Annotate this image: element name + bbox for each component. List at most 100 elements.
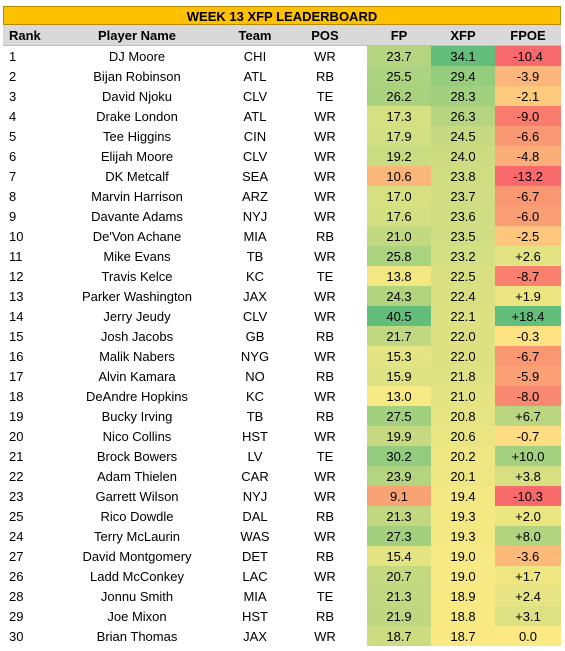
team-cell[interactable]: DET bbox=[242, 548, 268, 564]
player-name-cell[interactable]: Jonnu Smith bbox=[100, 588, 174, 604]
rank-cell[interactable]: 26 bbox=[9, 568, 24, 584]
position-cell[interactable]: WR bbox=[314, 488, 336, 504]
rank-cell[interactable]: 17 bbox=[9, 368, 24, 384]
position-cell[interactable]: RB bbox=[315, 228, 335, 244]
xfp-cell[interactable]: 22.4 bbox=[431, 286, 495, 306]
rank-cell[interactable]: 5 bbox=[9, 128, 17, 144]
rank-cell[interactable]: 22 bbox=[9, 468, 24, 484]
fpoe-cell[interactable]: +10.0 bbox=[495, 446, 561, 466]
fp-cell[interactable]: 21.9 bbox=[367, 606, 431, 626]
player-name-cell[interactable]: Alvin Kamara bbox=[98, 368, 176, 384]
table-row[interactable]: 9 Davante Adams NYJ WR 17.6 23.6 -6.0 bbox=[3, 206, 561, 226]
fpoe-cell[interactable]: +6.7 bbox=[495, 406, 561, 426]
column-header-team[interactable]: Team bbox=[227, 25, 283, 46]
team-cell[interactable]: NYG bbox=[240, 348, 270, 364]
rank-cell[interactable]: 25 bbox=[9, 508, 24, 524]
player-name-cell[interactable]: Elijah Moore bbox=[100, 148, 174, 164]
position-cell[interactable]: TE bbox=[316, 268, 334, 284]
rank-cell[interactable]: 16 bbox=[9, 348, 24, 364]
xfp-cell[interactable]: 29.4 bbox=[431, 66, 495, 86]
rank-cell[interactable]: 14 bbox=[9, 308, 24, 324]
fp-cell[interactable]: 15.3 bbox=[367, 346, 431, 366]
team-cell[interactable]: JAX bbox=[243, 628, 267, 644]
player-name-cell[interactable]: David Montgomery bbox=[82, 548, 192, 564]
table-row[interactable]: 22 Adam Thielen CAR WR 23.9 20.1 +3.8 bbox=[3, 466, 561, 486]
table-row[interactable]: 19 Bucky Irving TB RB 27.5 20.8 +6.7 bbox=[3, 406, 561, 426]
fp-cell[interactable]: 24.3 bbox=[367, 286, 431, 306]
fpoe-cell[interactable]: -6.6 bbox=[495, 126, 561, 146]
team-cell[interactable]: JAX bbox=[243, 288, 267, 304]
table-row[interactable]: 6 Elijah Moore CLV WR 19.2 24.0 -4.8 bbox=[3, 146, 561, 166]
team-cell[interactable]: CLV bbox=[242, 148, 268, 164]
player-name-cell[interactable]: DJ Moore bbox=[108, 48, 166, 64]
fpoe-cell[interactable]: -2.5 bbox=[495, 226, 561, 246]
fpoe-cell[interactable]: +3.1 bbox=[495, 606, 561, 626]
xfp-cell[interactable]: 34.1 bbox=[431, 45, 495, 66]
fpoe-cell[interactable]: +3.8 bbox=[495, 466, 561, 486]
rank-cell[interactable]: 6 bbox=[9, 148, 17, 164]
team-cell[interactable]: NYJ bbox=[242, 208, 268, 224]
rank-cell[interactable]: 21 bbox=[9, 448, 24, 464]
team-cell[interactable]: CLV bbox=[242, 88, 268, 104]
player-name-cell[interactable]: Ladd McConkey bbox=[90, 568, 184, 584]
fpoe-cell[interactable]: 0.0 bbox=[495, 626, 561, 646]
team-cell[interactable]: NYJ bbox=[242, 488, 268, 504]
xfp-cell[interactable]: 18.9 bbox=[431, 586, 495, 606]
rank-cell[interactable]: 15 bbox=[9, 328, 24, 344]
player-name-cell[interactable]: Terry McLaurin bbox=[94, 528, 180, 544]
position-cell[interactable]: WR bbox=[314, 128, 336, 144]
fpoe-cell[interactable]: +2.6 bbox=[495, 246, 561, 266]
fp-cell[interactable]: 27.3 bbox=[367, 526, 431, 546]
fpoe-cell[interactable]: -6.7 bbox=[495, 186, 561, 206]
rank-cell[interactable]: 11 bbox=[9, 248, 23, 264]
fpoe-cell[interactable]: -4.8 bbox=[495, 146, 561, 166]
column-header-xfp[interactable]: XFP bbox=[431, 25, 495, 46]
fpoe-cell[interactable]: -5.9 bbox=[495, 366, 561, 386]
fp-cell[interactable]: 21.7 bbox=[367, 326, 431, 346]
team-cell[interactable]: DAL bbox=[242, 508, 268, 524]
table-row[interactable]: 7 DK Metcalf SEA WR 10.6 23.8 -13.2 bbox=[3, 166, 561, 186]
column-header-fp[interactable]: FP bbox=[367, 25, 431, 46]
table-row[interactable]: 20 Nico Collins HST WR 19.9 20.6 -0.7 bbox=[3, 426, 561, 446]
xfp-cell[interactable]: 19.4 bbox=[431, 486, 495, 506]
xfp-cell[interactable]: 28.3 bbox=[431, 86, 495, 106]
table-row[interactable]: 18 DeAndre Hopkins KC WR 13.0 21.0 -8.0 bbox=[3, 386, 561, 406]
player-name-cell[interactable]: David Njoku bbox=[101, 88, 173, 104]
rank-cell[interactable]: 24 bbox=[9, 528, 24, 544]
xfp-cell[interactable]: 22.1 bbox=[431, 306, 495, 326]
table-row[interactable]: 27 David Montgomery DET RB 15.4 19.0 -3.6 bbox=[3, 546, 561, 566]
fp-cell[interactable]: 17.6 bbox=[367, 206, 431, 226]
table-row[interactable]: 10 De'Von Achane MIA RB 21.0 23.5 -2.5 bbox=[3, 226, 561, 246]
position-cell[interactable]: WR bbox=[314, 48, 336, 64]
fp-cell[interactable]: 25.5 bbox=[367, 66, 431, 86]
xfp-cell[interactable]: 26.3 bbox=[431, 106, 495, 126]
column-header-rank[interactable]: Rank bbox=[3, 25, 47, 46]
position-cell[interactable]: WR bbox=[314, 288, 336, 304]
player-name-cell[interactable]: Garrett Wilson bbox=[95, 488, 179, 504]
xfp-cell[interactable]: 22.0 bbox=[431, 326, 495, 346]
position-cell[interactable]: RB bbox=[315, 368, 335, 384]
rank-cell[interactable]: 8 bbox=[9, 188, 17, 204]
player-name-cell[interactable]: Bucky Irving bbox=[101, 408, 173, 424]
fp-cell[interactable]: 27.5 bbox=[367, 406, 431, 426]
xfp-cell[interactable]: 19.3 bbox=[431, 526, 495, 546]
fpoe-cell[interactable]: -8.7 bbox=[495, 266, 561, 286]
table-row[interactable]: 24 Terry McLaurin WAS WR 27.3 19.3 +8.0 bbox=[3, 526, 561, 546]
player-name-cell[interactable]: Brock Bowers bbox=[96, 448, 178, 464]
table-row[interactable]: 16 Malik Nabers NYG WR 15.3 22.0 -6.7 bbox=[3, 346, 561, 366]
position-cell[interactable]: RB bbox=[315, 328, 335, 344]
xfp-cell[interactable]: 23.2 bbox=[431, 246, 495, 266]
player-name-cell[interactable]: Jerry Jeudy bbox=[103, 308, 171, 324]
rank-cell[interactable]: 30 bbox=[9, 628, 24, 644]
team-cell[interactable]: CAR bbox=[241, 468, 269, 484]
player-name-cell[interactable]: Bijan Robinson bbox=[93, 68, 181, 84]
position-cell[interactable]: TE bbox=[316, 448, 334, 464]
team-cell[interactable]: ATL bbox=[243, 108, 267, 124]
table-row[interactable]: 12 Travis Kelce KC TE 13.8 22.5 -8.7 bbox=[3, 266, 561, 286]
xfp-cell[interactable]: 20.1 bbox=[431, 466, 495, 486]
player-name-cell[interactable]: Mike Evans bbox=[103, 248, 171, 264]
team-cell[interactable]: NO bbox=[245, 368, 265, 384]
xfp-cell[interactable]: 19.0 bbox=[431, 566, 495, 586]
table-row[interactable]: 8 Marvin Harrison ARZ WR 17.0 23.7 -6.7 bbox=[3, 186, 561, 206]
position-cell[interactable]: WR bbox=[314, 528, 336, 544]
